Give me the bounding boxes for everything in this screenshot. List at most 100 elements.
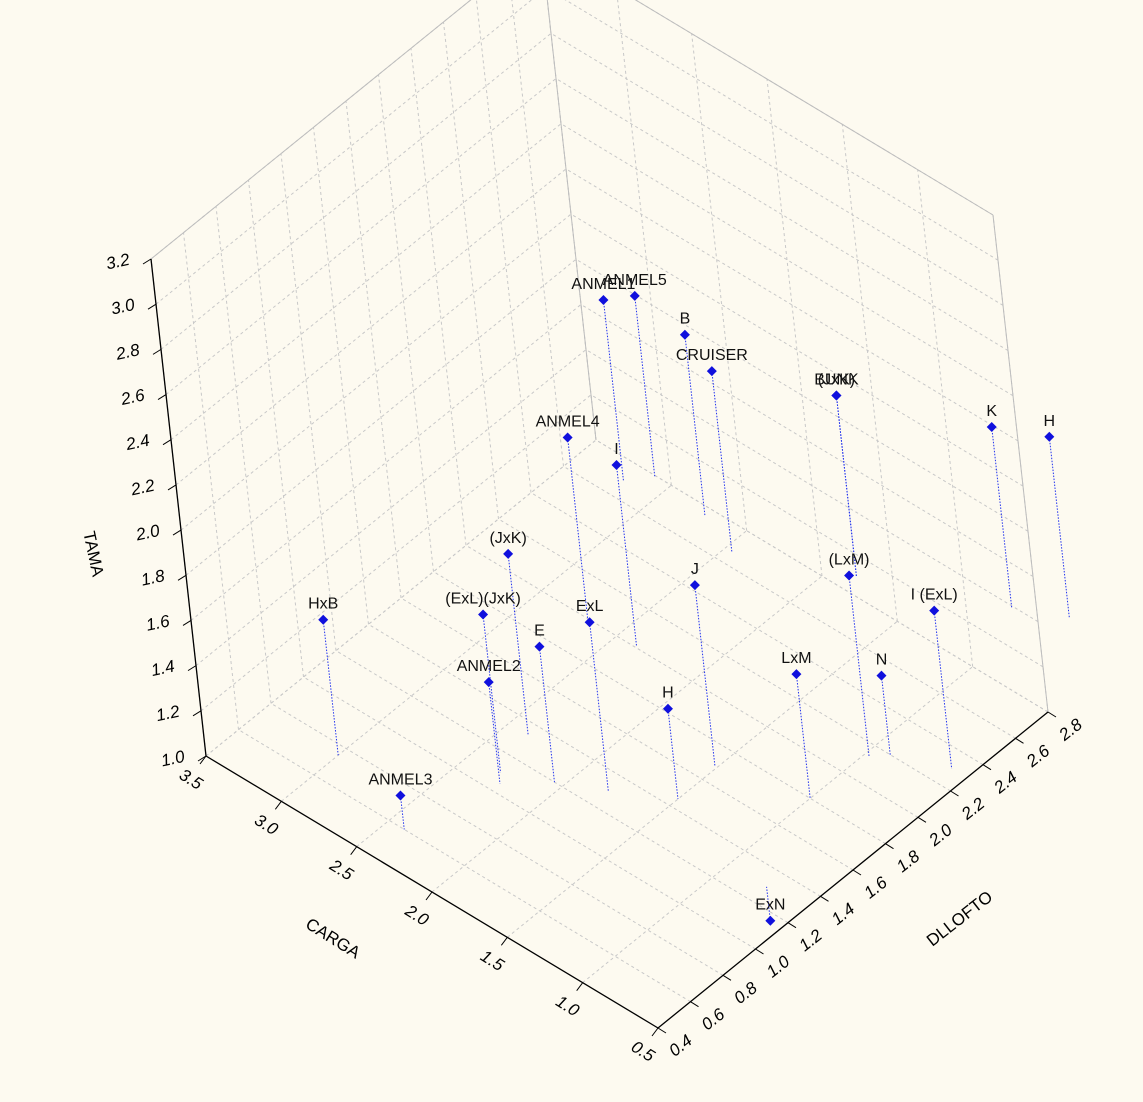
grid-line: [433, 571, 886, 845]
grid-line: [555, 78, 1009, 351]
floor-plane: [206, 440, 1048, 1028]
drop-line: [567, 437, 589, 619]
drop-line: [684, 334, 706, 516]
data-point: [503, 548, 514, 559]
grid-line: [841, 124, 898, 622]
grid-line: [183, 232, 239, 730]
point-label: K: [986, 403, 997, 420]
data-point: [765, 915, 776, 926]
dllofto-tick-mark: [917, 816, 927, 823]
carga-tick-mark: [576, 982, 584, 991]
dllofto-tick-label: 0.6: [698, 1004, 729, 1034]
tama-tick-mark: [177, 574, 187, 581]
data-point: [706, 366, 717, 377]
tama-tick-mark: [152, 348, 162, 355]
tama-tick-mark: [187, 665, 197, 672]
point-label: CRUISER: [676, 347, 748, 364]
tama-tick-label: 1.8: [139, 566, 167, 590]
tama-tick-mark: [172, 529, 182, 536]
grid-line: [475, 0, 532, 493]
carga-tick-label: 1.0: [553, 992, 584, 1021]
point-label: I (ExL): [911, 587, 958, 604]
grid-line: [564, 0, 999, 261]
left-wall: [151, 0, 596, 756]
tama-tick-mark: [162, 439, 172, 446]
grid-line: [378, 74, 434, 572]
tama-tick-label: 1.2: [154, 702, 182, 726]
grid-line: [570, 213, 1024, 487]
data-point: [318, 614, 329, 625]
carga-tick-label: 3.5: [176, 765, 207, 794]
drop-line: [507, 553, 529, 735]
data-point: [483, 677, 494, 688]
box-edge: [634, 0, 994, 216]
tama-tick-mark: [147, 303, 157, 310]
point-label: (ExL)(JxK): [445, 590, 521, 607]
grid-line: [595, 439, 1049, 713]
carga-tick-label: 0.5: [628, 1037, 659, 1066]
tama-tick-label: 2.0: [133, 521, 162, 545]
point-label: (JxK): [489, 530, 526, 547]
data-point: [629, 290, 640, 301]
tama-tick-mark: [142, 258, 152, 265]
dllofto-tick-label: 1.2: [795, 925, 826, 955]
dllofto-tick-label: 1.4: [828, 899, 858, 929]
grid-line: [560, 123, 1014, 397]
tama-tick-label: 2.8: [113, 340, 142, 364]
drop-line: [711, 371, 733, 552]
box-edge: [150, 0, 472, 260]
drop-line: [766, 886, 771, 921]
point-label: ExL: [576, 598, 604, 615]
grid-line: [248, 179, 304, 678]
data-point: [1044, 431, 1055, 442]
dllofto-tick-mark: [852, 869, 862, 876]
dllofto-tick-mark: [755, 948, 764, 955]
point-label: ANMEL5: [603, 272, 667, 289]
carga-tick-mark: [651, 1027, 659, 1037]
box-edge: [546, 0, 597, 441]
grid-line: [575, 258, 1029, 532]
tama-tick-mark: [192, 710, 202, 717]
point-label: N: [876, 652, 888, 669]
grid-line: [443, 21, 499, 520]
tama-axis-line: [150, 258, 207, 757]
right-wall: [547, 0, 1048, 712]
carga-tick-label: 3.0: [251, 810, 282, 839]
data-point: [689, 580, 700, 591]
grid-line: [410, 48, 467, 546]
dllofto-tick-mark: [950, 790, 959, 797]
data-point: [929, 605, 940, 616]
tama-axis-title: TAMA: [79, 529, 107, 579]
drop-line: [616, 464, 638, 646]
grid-line: [270, 702, 724, 976]
carga-tick-mark: [274, 801, 282, 810]
dllofto-tick-label: 2.8: [1055, 715, 1087, 745]
dllofto-tick-label: 1.8: [893, 846, 924, 876]
drop-line: [933, 610, 953, 769]
grid-line: [313, 127, 369, 625]
tama-tick-label: 3.2: [104, 250, 132, 274]
drop-line: [602, 299, 624, 481]
data-point: [598, 294, 609, 305]
dllofto-axis-title: DLLOFTO: [923, 887, 996, 950]
data-point: [679, 329, 690, 340]
data-point: [791, 669, 802, 680]
grid-line: [917, 169, 974, 667]
drop-line: [848, 575, 870, 757]
tama-tick-mark: [197, 755, 207, 762]
point-label: H: [662, 685, 674, 702]
data-point: [662, 703, 673, 714]
carga-tick-mark: [500, 937, 508, 946]
point-label: ExN: [755, 897, 785, 914]
tama-tick-mark: [167, 484, 177, 491]
grid-line: [498, 518, 951, 792]
dllofto-tick-mark: [787, 922, 797, 929]
grid-line: [766, 78, 823, 577]
drop-line: [399, 795, 405, 830]
grid-line: [511, 0, 564, 467]
drop-line: [634, 295, 656, 477]
data-point: [584, 617, 595, 628]
drop-line: [1048, 436, 1070, 618]
